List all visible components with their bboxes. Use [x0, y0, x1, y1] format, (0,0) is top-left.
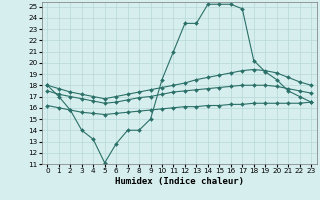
X-axis label: Humidex (Indice chaleur): Humidex (Indice chaleur) [115, 177, 244, 186]
